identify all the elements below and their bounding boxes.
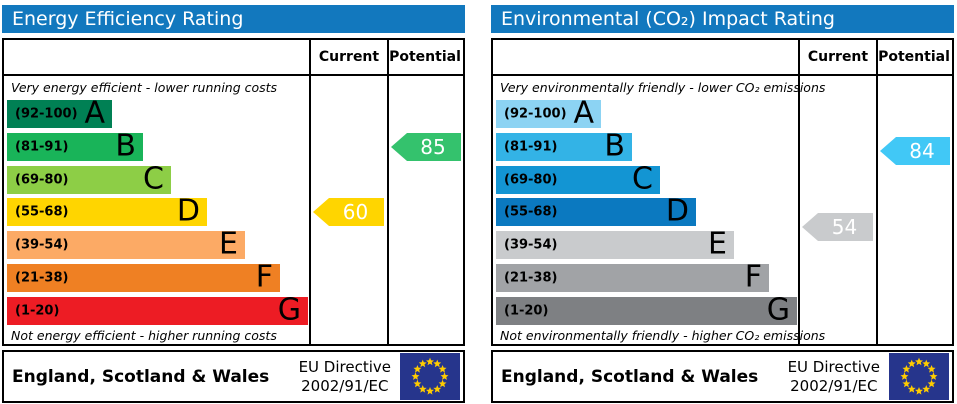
column-divider: [798, 40, 800, 344]
eu-directive-label: EU Directive 2002/91/EC: [788, 358, 880, 396]
co2-impact-panel: Environmental (CO₂) Impact Rating Curren…: [491, 5, 954, 403]
band-range-label: (1-20): [15, 303, 60, 319]
region-label: England, Scotland & Wales: [501, 366, 759, 387]
rating-table: Current Potential Very energy efficient …: [2, 38, 465, 346]
band-c: (69-80) C: [496, 161, 660, 197]
current-rating-arrow: 54: [802, 213, 873, 241]
current-column-header: Current: [318, 49, 380, 65]
band-range-label: (81-91): [504, 139, 558, 155]
band-letter: D: [176, 193, 200, 229]
potential-column-header: Potential: [389, 49, 461, 65]
column-divider: [876, 40, 878, 344]
header-divider: [4, 74, 463, 76]
band-letter: B: [115, 128, 136, 164]
eu-directive-line2: 2002/91/EC: [790, 376, 878, 395]
band-a: (92-100) A: [7, 95, 112, 131]
potential-rating-arrow: 85: [391, 133, 461, 161]
panel-title: Environmental (CO₂) Impact Rating: [491, 5, 954, 33]
band-range-label: (21-38): [15, 270, 69, 286]
band-letter: E: [219, 226, 238, 262]
band-letter: G: [766, 292, 790, 328]
band-letter: C: [632, 161, 653, 197]
band-range-label: (92-100): [15, 106, 78, 122]
band-f: (21-38) F: [7, 259, 280, 295]
band-range-label: (69-80): [504, 172, 558, 188]
rating-table: Current Potential Very environmentally f…: [491, 38, 954, 346]
band-e: (39-54) E: [496, 226, 734, 262]
footer: England, Scotland & Wales EU Directive 2…: [491, 350, 954, 403]
band-g: (1-20) G: [496, 292, 797, 328]
band-letter: G: [277, 292, 301, 328]
band-range-label: (39-54): [15, 237, 69, 253]
bottom-caption: Not environmentally friendly - higher CO…: [500, 328, 826, 343]
bottom-caption: Not energy efficient - higher running co…: [11, 328, 277, 343]
footer: England, Scotland & Wales EU Directive 2…: [2, 350, 465, 403]
band-letter: F: [255, 259, 273, 295]
band-range-label: (21-38): [504, 270, 558, 286]
band-range-label: (55-68): [15, 204, 69, 220]
band-letter: D: [665, 193, 689, 229]
band-b: (81-91) B: [496, 128, 632, 164]
band-c: (69-80) C: [7, 161, 171, 197]
band-letter: A: [84, 95, 105, 131]
eu-directive-line1: EU Directive: [787, 357, 880, 376]
band-d: (55-68) D: [7, 193, 207, 229]
band-range-label: (81-91): [15, 139, 69, 155]
band-letter: F: [744, 259, 762, 295]
panel-title: Energy Efficiency Rating: [2, 5, 465, 33]
band-b: (81-91) B: [7, 128, 143, 164]
band-letter: E: [708, 226, 727, 262]
eu-flag: [889, 353, 949, 400]
band-letter: B: [604, 128, 625, 164]
band-range-label: (69-80): [15, 172, 69, 188]
band-d: (55-68) D: [496, 193, 696, 229]
band-g: (1-20) G: [7, 292, 308, 328]
band-range-label: (55-68): [504, 204, 558, 220]
current-rating-arrow: 60: [313, 198, 384, 226]
top-caption: Very energy efficient - lower running co…: [11, 80, 278, 95]
band-f: (21-38) F: [496, 259, 769, 295]
band-letter: A: [573, 95, 594, 131]
energy-efficiency-panel: Energy Efficiency Rating Current Potenti…: [2, 5, 465, 403]
band-range-label: (1-20): [504, 303, 549, 319]
column-divider: [309, 40, 311, 344]
band-a: (92-100) A: [496, 95, 601, 131]
band-range-label: (92-100): [504, 106, 567, 122]
potential-column-header: Potential: [878, 49, 950, 65]
eu-directive-label: EU Directive 2002/91/EC: [299, 358, 391, 396]
band-range-label: (39-54): [504, 237, 558, 253]
band-letter: C: [143, 161, 164, 197]
top-caption: Very environmentally friendly - lower CO…: [500, 80, 826, 95]
eu-flag: [400, 353, 460, 400]
potential-rating-arrow: 84: [880, 137, 950, 165]
column-divider: [387, 40, 389, 344]
eu-directive-line1: EU Directive: [298, 357, 391, 376]
band-e: (39-54) E: [7, 226, 245, 262]
region-label: England, Scotland & Wales: [12, 366, 270, 387]
header-divider: [493, 74, 952, 76]
eu-directive-line2: 2002/91/EC: [301, 376, 389, 395]
current-column-header: Current: [807, 49, 869, 65]
